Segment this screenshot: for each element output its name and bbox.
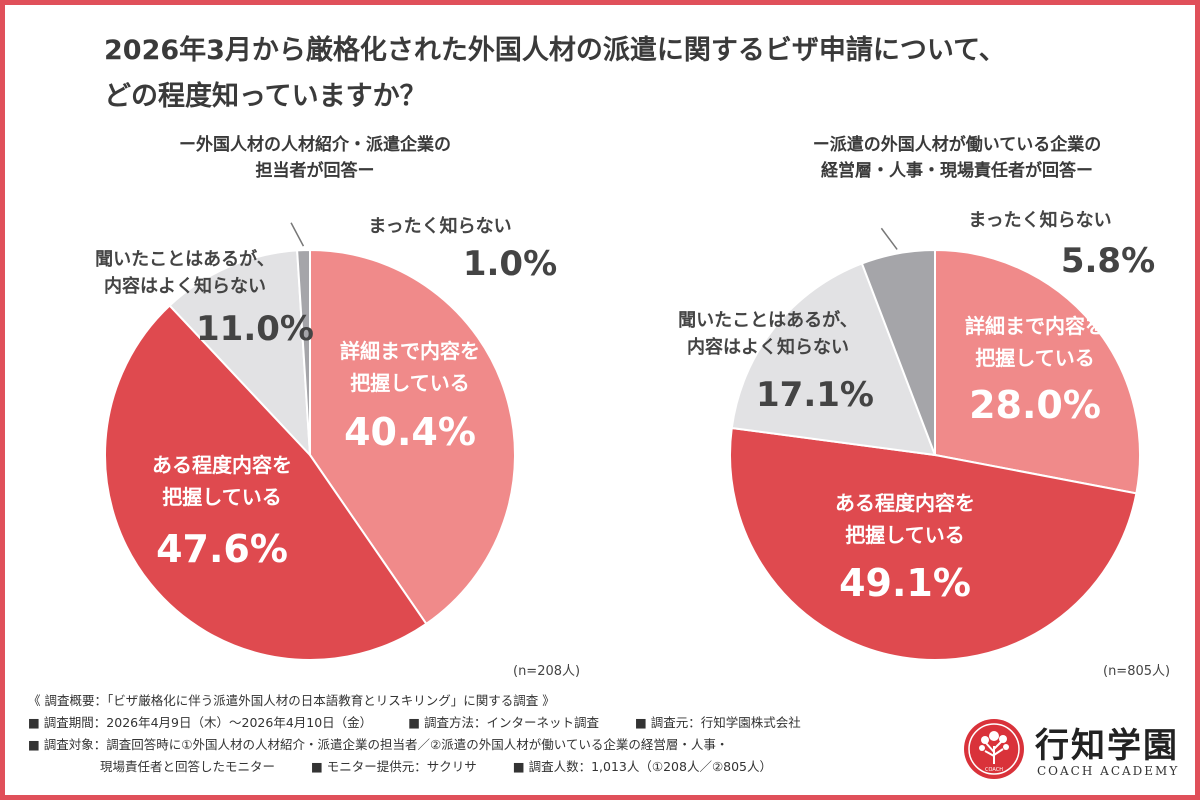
left-value-detail: 40.4% bbox=[344, 410, 476, 454]
title-line-2: どの程度知っていますか？ bbox=[104, 81, 427, 112]
left-value-none: 1.0% bbox=[463, 244, 557, 284]
overview-row-3: 現場責任者と回答したモニター ■ モニター提供元：サクリサ ■ 調査人数：1,013… bbox=[28, 756, 948, 778]
left-slice-detail bbox=[309, 248, 516, 626]
chart-title: 2026年3月から厳格化された外国人材の派遣に関するビザ申請について、 どの程度… bbox=[104, 28, 1104, 120]
right-value-none: 5.8% bbox=[1061, 241, 1155, 281]
right-slice-some bbox=[729, 426, 1138, 662]
emblem-text: COACH bbox=[985, 767, 1003, 773]
right-value-some: 49.1% bbox=[839, 561, 971, 605]
right-slice-heard bbox=[730, 262, 937, 457]
right-label-detail-1: 詳細まで内容を bbox=[965, 314, 1105, 338]
right-label-none-1: まったく知らない bbox=[968, 209, 1111, 231]
right-subtitle-line-2: 経営層・人事・現場責任者が回答ー bbox=[821, 161, 1093, 181]
right-label-heard-1: 聞いたことはあるが、 bbox=[678, 309, 858, 331]
right-label-heard-2: 内容はよく知らない bbox=[687, 336, 849, 358]
brand-logo: COACH 行知学園 COACH ACADEMY bbox=[963, 712, 1193, 792]
left-value-heard: 11.0% bbox=[196, 309, 314, 349]
survey-source: ■ 調査元：行知学園株式会社 bbox=[634, 715, 801, 730]
left-label-detail-1: 詳細まで内容を bbox=[340, 339, 480, 363]
left-label-none-1: まったく知らない bbox=[368, 215, 511, 237]
title-line-1: 2026年3月から厳格化された外国人材の派遣に関するビザ申請について、 bbox=[104, 35, 1006, 66]
right-label-detail-2: 把握している bbox=[975, 346, 1094, 370]
right-leader-line-none bbox=[880, 227, 898, 250]
left-label-heard-1: 聞いたことはあるが、 bbox=[95, 248, 275, 270]
left-leader-line-none bbox=[290, 222, 305, 247]
left-slice-some bbox=[104, 304, 428, 661]
left-slice-none bbox=[296, 248, 311, 456]
right-value-heard: 17.1% bbox=[756, 375, 874, 415]
left-label-detail-2: 把握している bbox=[350, 371, 469, 395]
left-value-some: 47.6% bbox=[156, 527, 288, 571]
right-slice-detail bbox=[934, 248, 1141, 495]
left-label-some-2: 把握している bbox=[162, 485, 281, 509]
left-label-heard-2: 内容はよく知らない bbox=[104, 275, 266, 297]
left-slice-heard bbox=[168, 249, 312, 458]
left-label-some-1: ある程度内容を bbox=[152, 453, 292, 477]
survey-period: ■ 調査期間：2026年4月9日（木）〜2026年4月10日（金） bbox=[28, 715, 373, 730]
tree-icon: COACH bbox=[964, 719, 1024, 779]
right-chart-subtitle: ー派遣の外国人材が働いている企業の 経営層・人事・現場責任者が回答ー bbox=[697, 132, 1200, 184]
overview-heading: 《 調査概要：「ビザ厳格化に伴う派遣外国人材の日本語教育とリスキリング」に関する… bbox=[28, 693, 555, 708]
left-subtitle-line-2: 担当者が回答ー bbox=[255, 161, 375, 181]
left-chart-subtitle: ー外国人材の人材紹介・派遣企業の 担当者が回答ー bbox=[55, 132, 575, 184]
brand-name: 行知学園 bbox=[1035, 726, 1179, 766]
survey-overview: 《 調査概要：「ビザ厳格化に伴う派遣外国人材の日本語教育とリスキリング」に関する… bbox=[28, 690, 948, 778]
survey-target: ■ 調査対象：調査回答時に①外国人材の人材紹介・派遣企業の担当者／②派遣の外国人… bbox=[28, 737, 729, 752]
right-label-some-2: 把握している bbox=[845, 523, 964, 547]
brand-subtitle: COACH ACADEMY bbox=[1037, 764, 1180, 778]
right-label-some-1: ある程度内容を bbox=[835, 491, 975, 515]
survey-target-cont: 現場責任者と回答したモニター bbox=[100, 759, 276, 774]
overview-row-1: ■ 調査期間：2026年4月9日（木）〜2026年4月10日（金） ■ 調査方法：… bbox=[28, 712, 948, 734]
survey-method: ■ 調査方法：インターネット調査 bbox=[408, 715, 599, 730]
survey-count: ■ 調査人数：1,013人（①208人／②805人） bbox=[512, 759, 773, 774]
left-subtitle-line-1: ー外国人材の人材紹介・派遣企業の bbox=[179, 135, 451, 155]
right-subtitle-line-1: ー派遣の外国人材が働いている企業の bbox=[812, 135, 1102, 155]
right-value-detail: 28.0% bbox=[969, 383, 1101, 427]
monitor-provider: ■ モニター提供元：サクリサ bbox=[311, 759, 477, 774]
right-slice-none bbox=[860, 248, 936, 456]
right-sample-size: (n=805人) bbox=[1103, 664, 1171, 679]
left-sample-size: (n=208人) bbox=[513, 664, 581, 679]
